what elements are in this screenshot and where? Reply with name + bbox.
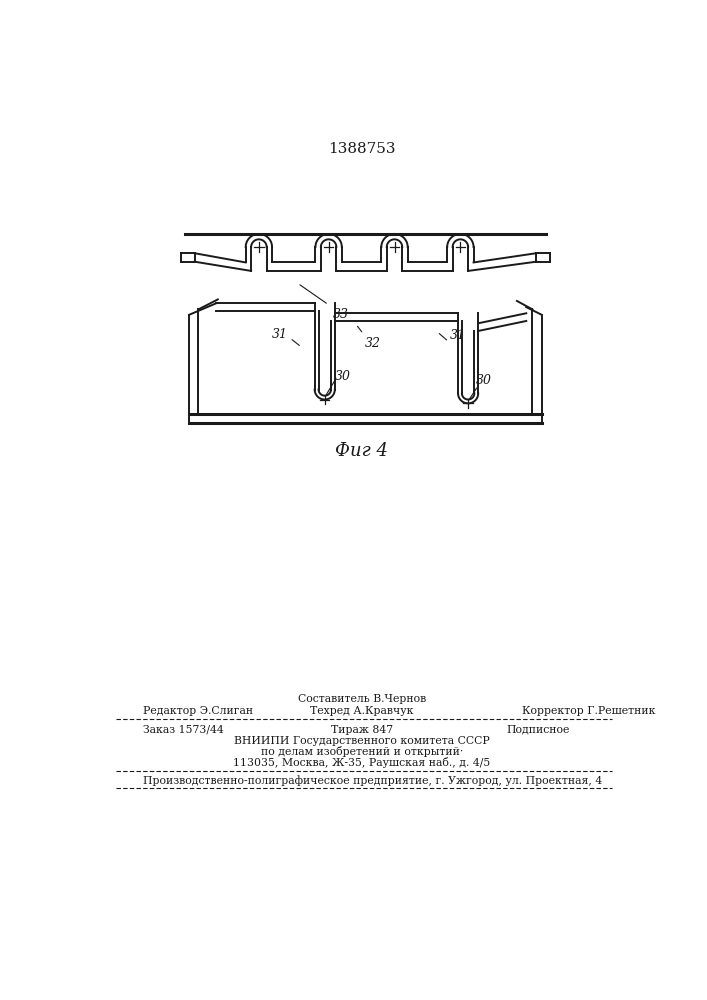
Text: 31: 31	[450, 329, 465, 342]
Text: 33: 33	[332, 308, 349, 321]
Text: ВНИИПИ Государственного комитета СССР: ВНИИПИ Государственного комитета СССР	[234, 736, 490, 746]
Text: Техред А.Кравчук: Техред А.Кравчук	[310, 706, 414, 716]
Text: Заказ 1573/44: Заказ 1573/44	[143, 725, 223, 735]
Text: 1388753: 1388753	[328, 142, 396, 156]
Text: Подписное: Подписное	[507, 725, 571, 735]
Text: по делам изобретений и открытий·: по делам изобретений и открытий·	[261, 746, 463, 757]
Text: Редактор Э.Слиган: Редактор Э.Слиган	[143, 706, 252, 716]
Text: Составитель В.Чернов: Составитель В.Чернов	[298, 694, 426, 704]
Text: Фиг 4: Фиг 4	[335, 442, 388, 460]
Text: 30: 30	[335, 370, 351, 383]
Text: Производственно-полиграфическое предприятие, г. Ужгород, ул. Проектная, 4: Производственно-полиграфическое предприя…	[143, 775, 602, 786]
Text: 31: 31	[272, 328, 288, 341]
Text: 32: 32	[365, 337, 381, 350]
Text: 113035, Москва, Ж-35, Раушская наб., д. 4/5: 113035, Москва, Ж-35, Раушская наб., д. …	[233, 757, 491, 768]
Text: Корректор Г.Решетник: Корректор Г.Решетник	[522, 706, 656, 716]
Text: Тираж 847: Тираж 847	[331, 725, 393, 735]
Text: 30: 30	[476, 374, 492, 387]
